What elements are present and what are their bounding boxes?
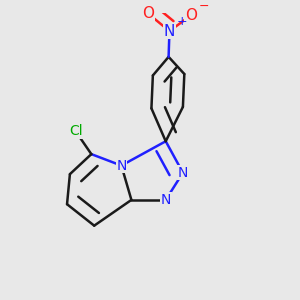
Text: O: O	[185, 8, 197, 23]
Text: N: N	[116, 159, 127, 172]
Text: Cl: Cl	[69, 124, 82, 138]
Text: N: N	[178, 166, 188, 180]
Text: −: −	[199, 0, 209, 13]
Text: N: N	[164, 24, 175, 39]
Text: N: N	[160, 193, 171, 207]
Text: +: +	[177, 15, 188, 28]
Text: O: O	[142, 6, 154, 21]
